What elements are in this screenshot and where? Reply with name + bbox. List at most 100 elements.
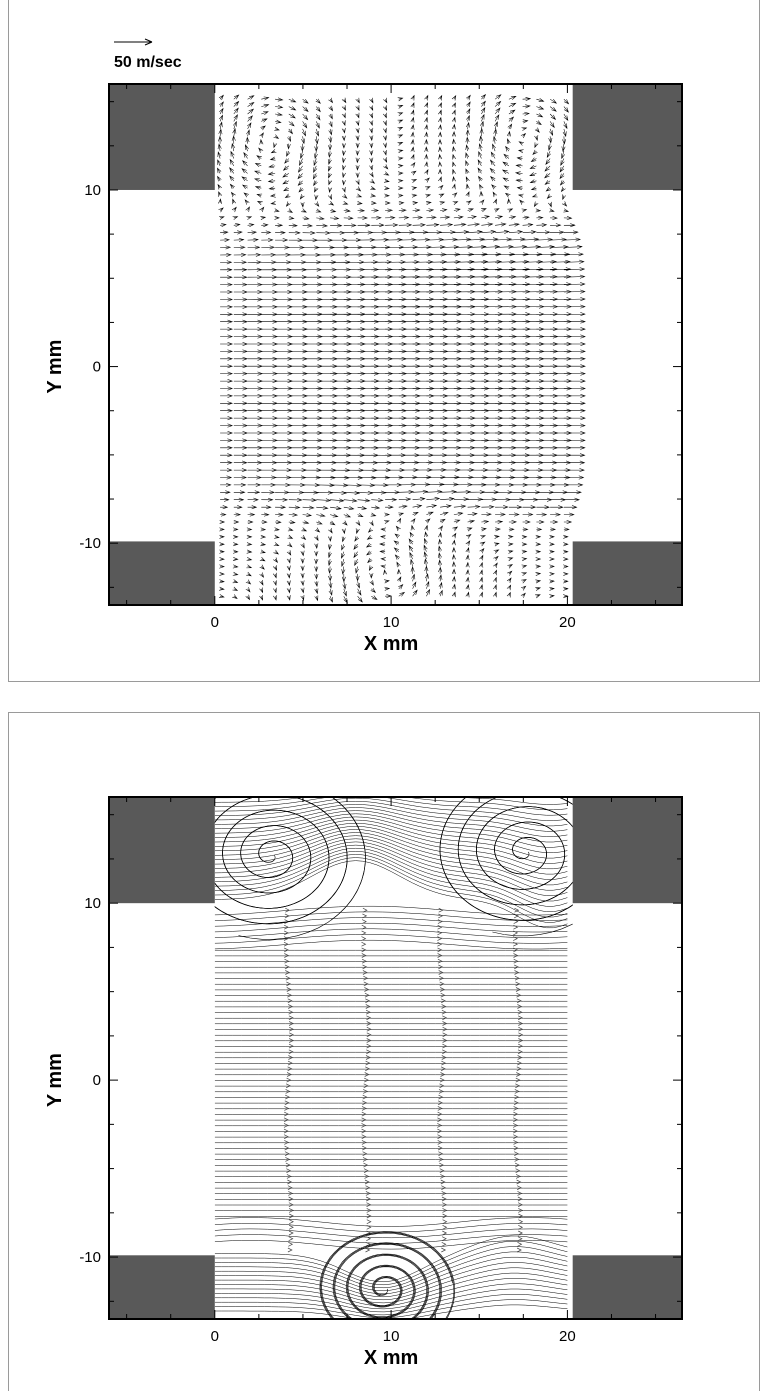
velocity-vector [355, 165, 360, 171]
streamline-arrow [287, 998, 293, 1004]
streamline-arrow [289, 1032, 294, 1038]
velocity-vector [343, 506, 355, 511]
velocity-vector [563, 393, 586, 398]
velocity-vector [384, 512, 391, 517]
velocity-vector [288, 520, 296, 525]
velocity-vector [300, 594, 305, 601]
velocity-vector [328, 143, 333, 151]
velocity-vector [247, 364, 264, 369]
streamline-arrow [438, 1094, 444, 1100]
velocity-vector [274, 215, 280, 220]
velocity-vector [385, 490, 401, 495]
velocity-vector [301, 128, 306, 137]
velocity-vector [343, 230, 360, 235]
velocity-vector [536, 120, 542, 126]
velocity-vector [355, 142, 360, 149]
velocity-vector [550, 223, 562, 228]
velocity-vector [563, 282, 586, 287]
streamline-arrow [363, 1083, 369, 1089]
velocity-vector [233, 304, 249, 309]
velocity-vector [426, 267, 448, 272]
streamline-arrow [442, 1230, 448, 1236]
streamline-arrow [518, 1208, 524, 1213]
velocity-vector [559, 173, 565, 180]
velocity-vector [220, 482, 232, 487]
velocity-vector [479, 576, 484, 583]
velocity-vector [233, 475, 248, 480]
velocity-vector [312, 173, 318, 180]
velocity-vector [563, 113, 569, 121]
velocity-vector [451, 546, 456, 553]
velocity-vector [493, 198, 497, 205]
velocity-vector [493, 569, 497, 576]
velocity-vector [233, 512, 242, 517]
streamline-arrow [284, 1140, 290, 1145]
velocity-vector [479, 541, 486, 547]
velocity-vector [383, 127, 387, 134]
velocity-vector [232, 579, 239, 584]
velocity-vector [247, 101, 255, 107]
streamline-arrow [437, 947, 443, 953]
velocity-vector [424, 186, 431, 191]
velocity-vector [314, 558, 319, 565]
velocity-vector [247, 356, 264, 361]
streamline-arrow [288, 1043, 294, 1049]
streamline-arrow [362, 970, 368, 975]
velocity-vector [288, 106, 297, 111]
velocity-vector [232, 127, 237, 137]
velocity-vector [230, 150, 235, 159]
velocity-vector [230, 191, 236, 198]
velocity-vector [328, 187, 333, 194]
streamline [214, 905, 568, 916]
velocity-vector [355, 127, 360, 134]
velocity-vector [549, 564, 555, 569]
velocity-vector [369, 120, 374, 127]
velocity-vector [408, 538, 414, 545]
velocity-vector [315, 128, 320, 137]
velocity-vector [563, 244, 583, 249]
velocity-vector [328, 128, 333, 136]
velocity-vector [247, 245, 261, 250]
velocity-vector [313, 165, 318, 173]
velocity-vector [494, 94, 502, 100]
recirculation-streamline [214, 810, 568, 843]
velocity-vector [220, 505, 229, 510]
velocity-vector [440, 511, 449, 516]
velocity-vector [562, 194, 566, 201]
velocity-vector [220, 356, 234, 361]
velocity-vector [453, 504, 467, 509]
velocity-vector [368, 565, 374, 572]
velocity-vector [233, 497, 245, 502]
velocity-vector [274, 534, 280, 539]
streamline [214, 911, 568, 921]
recirculation-streamline [214, 1267, 568, 1301]
velocity-vector [371, 237, 390, 242]
streamline-arrow [513, 953, 519, 958]
velocity-vector [549, 594, 555, 599]
velocity-vector [550, 527, 557, 532]
velocity-vector [493, 128, 498, 137]
wall-block [572, 541, 682, 605]
velocity-vector [261, 460, 278, 465]
velocity-vector [563, 416, 586, 421]
velocity-vector [451, 138, 456, 145]
velocity-vector [246, 564, 253, 569]
streamline-arrow [364, 987, 370, 992]
velocity-vector [534, 135, 539, 141]
velocity-vector [353, 544, 359, 550]
vector-flow-layer [217, 94, 586, 604]
velocity-vector [536, 512, 548, 517]
streamline-arrow [361, 936, 367, 941]
velocity-vector [563, 230, 579, 235]
recirculation-streamline [214, 854, 568, 918]
velocity-vector [398, 223, 413, 227]
velocity-vector [259, 138, 264, 145]
velocity-vector [219, 101, 224, 107]
velocity-vector [220, 453, 233, 458]
velocity-vector [369, 580, 374, 586]
velocity-vector [383, 569, 388, 575]
velocity-vector [411, 179, 418, 183]
velocity-vector [490, 151, 496, 159]
velocity-vector [522, 274, 545, 279]
velocity-vector [233, 334, 248, 339]
